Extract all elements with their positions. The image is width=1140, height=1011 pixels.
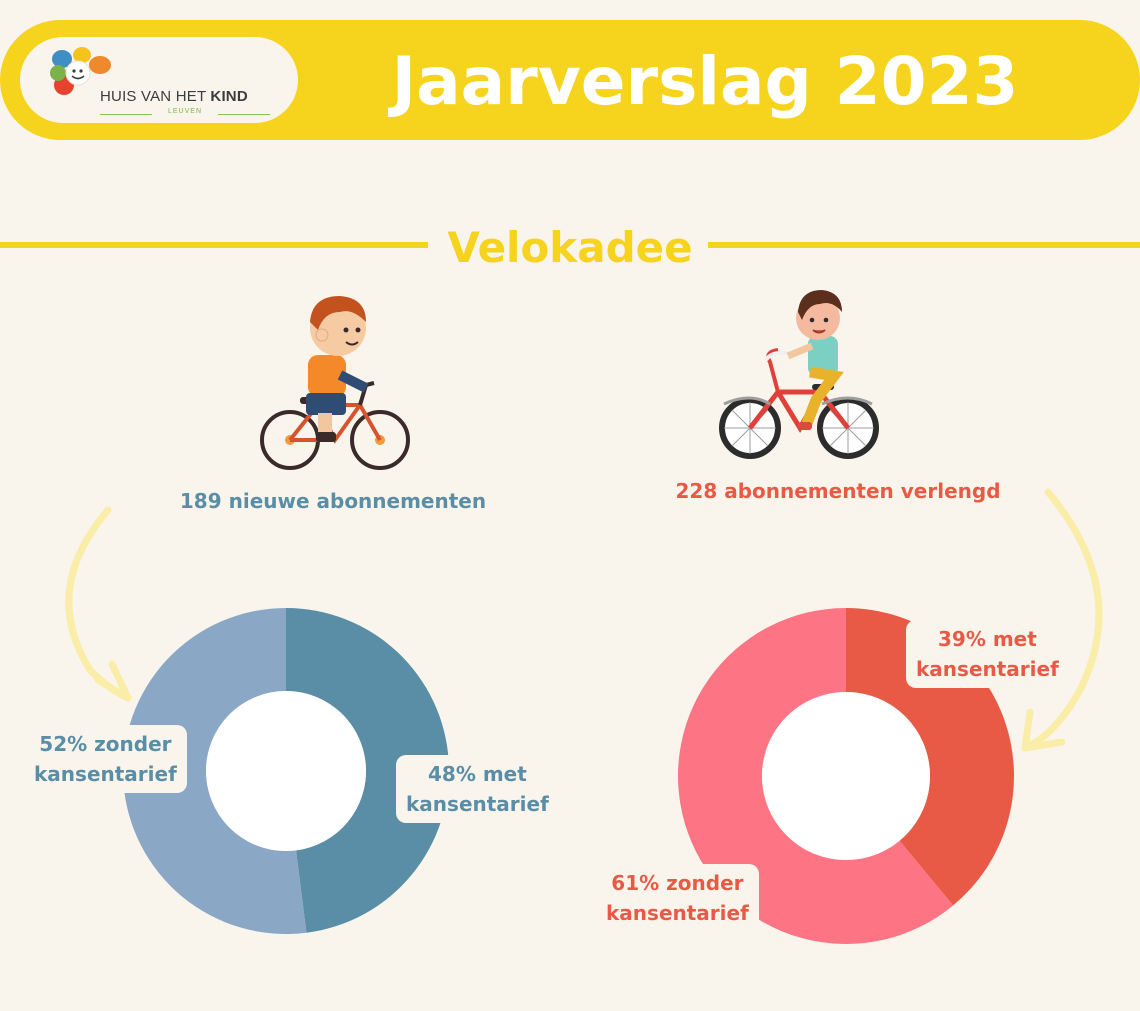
- left-met-label-line1: 48% met: [427, 762, 527, 786]
- left-donut-hole: [206, 691, 366, 851]
- right-arrow-icon: [1021, 488, 1103, 752]
- page-title: Jaarverslag 2023: [391, 43, 1019, 120]
- left-count-label: 189 nieuwe abonnementen: [179, 489, 487, 513]
- logo-flower-icon: [50, 47, 111, 95]
- left-donut-slice-met: [286, 608, 450, 933]
- section-rule-right: [708, 242, 1140, 248]
- right-donut-hole: [762, 692, 930, 860]
- section-rule-left: [0, 242, 428, 248]
- right-zonder-label-line1: 61% zonder: [611, 871, 744, 895]
- right-met-label-line2: kansentarief: [916, 657, 1059, 681]
- logo-subtext: LEUVEN: [167, 108, 202, 115]
- logo-text: HUIS VAN HET KIND: [100, 88, 248, 105]
- right-count-label: 228 abonnementen verlengd: [675, 479, 1001, 503]
- left-zonder-label-line1: 52% zonder: [39, 732, 172, 756]
- section-title: Velokadee: [447, 223, 693, 272]
- left-zonder-label: 52% zonder kansentarief: [24, 725, 187, 793]
- logo-divider-left: [100, 114, 152, 115]
- left-zonder-label-line2: kansentarief: [34, 762, 177, 786]
- right-met-label: 39% met kansentarief: [906, 620, 1069, 688]
- left-met-label: 48% met kansentarief: [396, 755, 559, 823]
- left-met-label-line2: kansentarief: [406, 792, 549, 816]
- logo-divider-right: [218, 114, 270, 115]
- right-zonder-label: 61% zonder kansentarief: [596, 864, 759, 932]
- right-met-label-line1: 39% met: [937, 627, 1037, 651]
- right-donut-slice-zonder: [678, 608, 954, 944]
- right-zonder-label-line2: kansentarief: [606, 901, 749, 925]
- left-donut-slice-zonder: [123, 608, 307, 934]
